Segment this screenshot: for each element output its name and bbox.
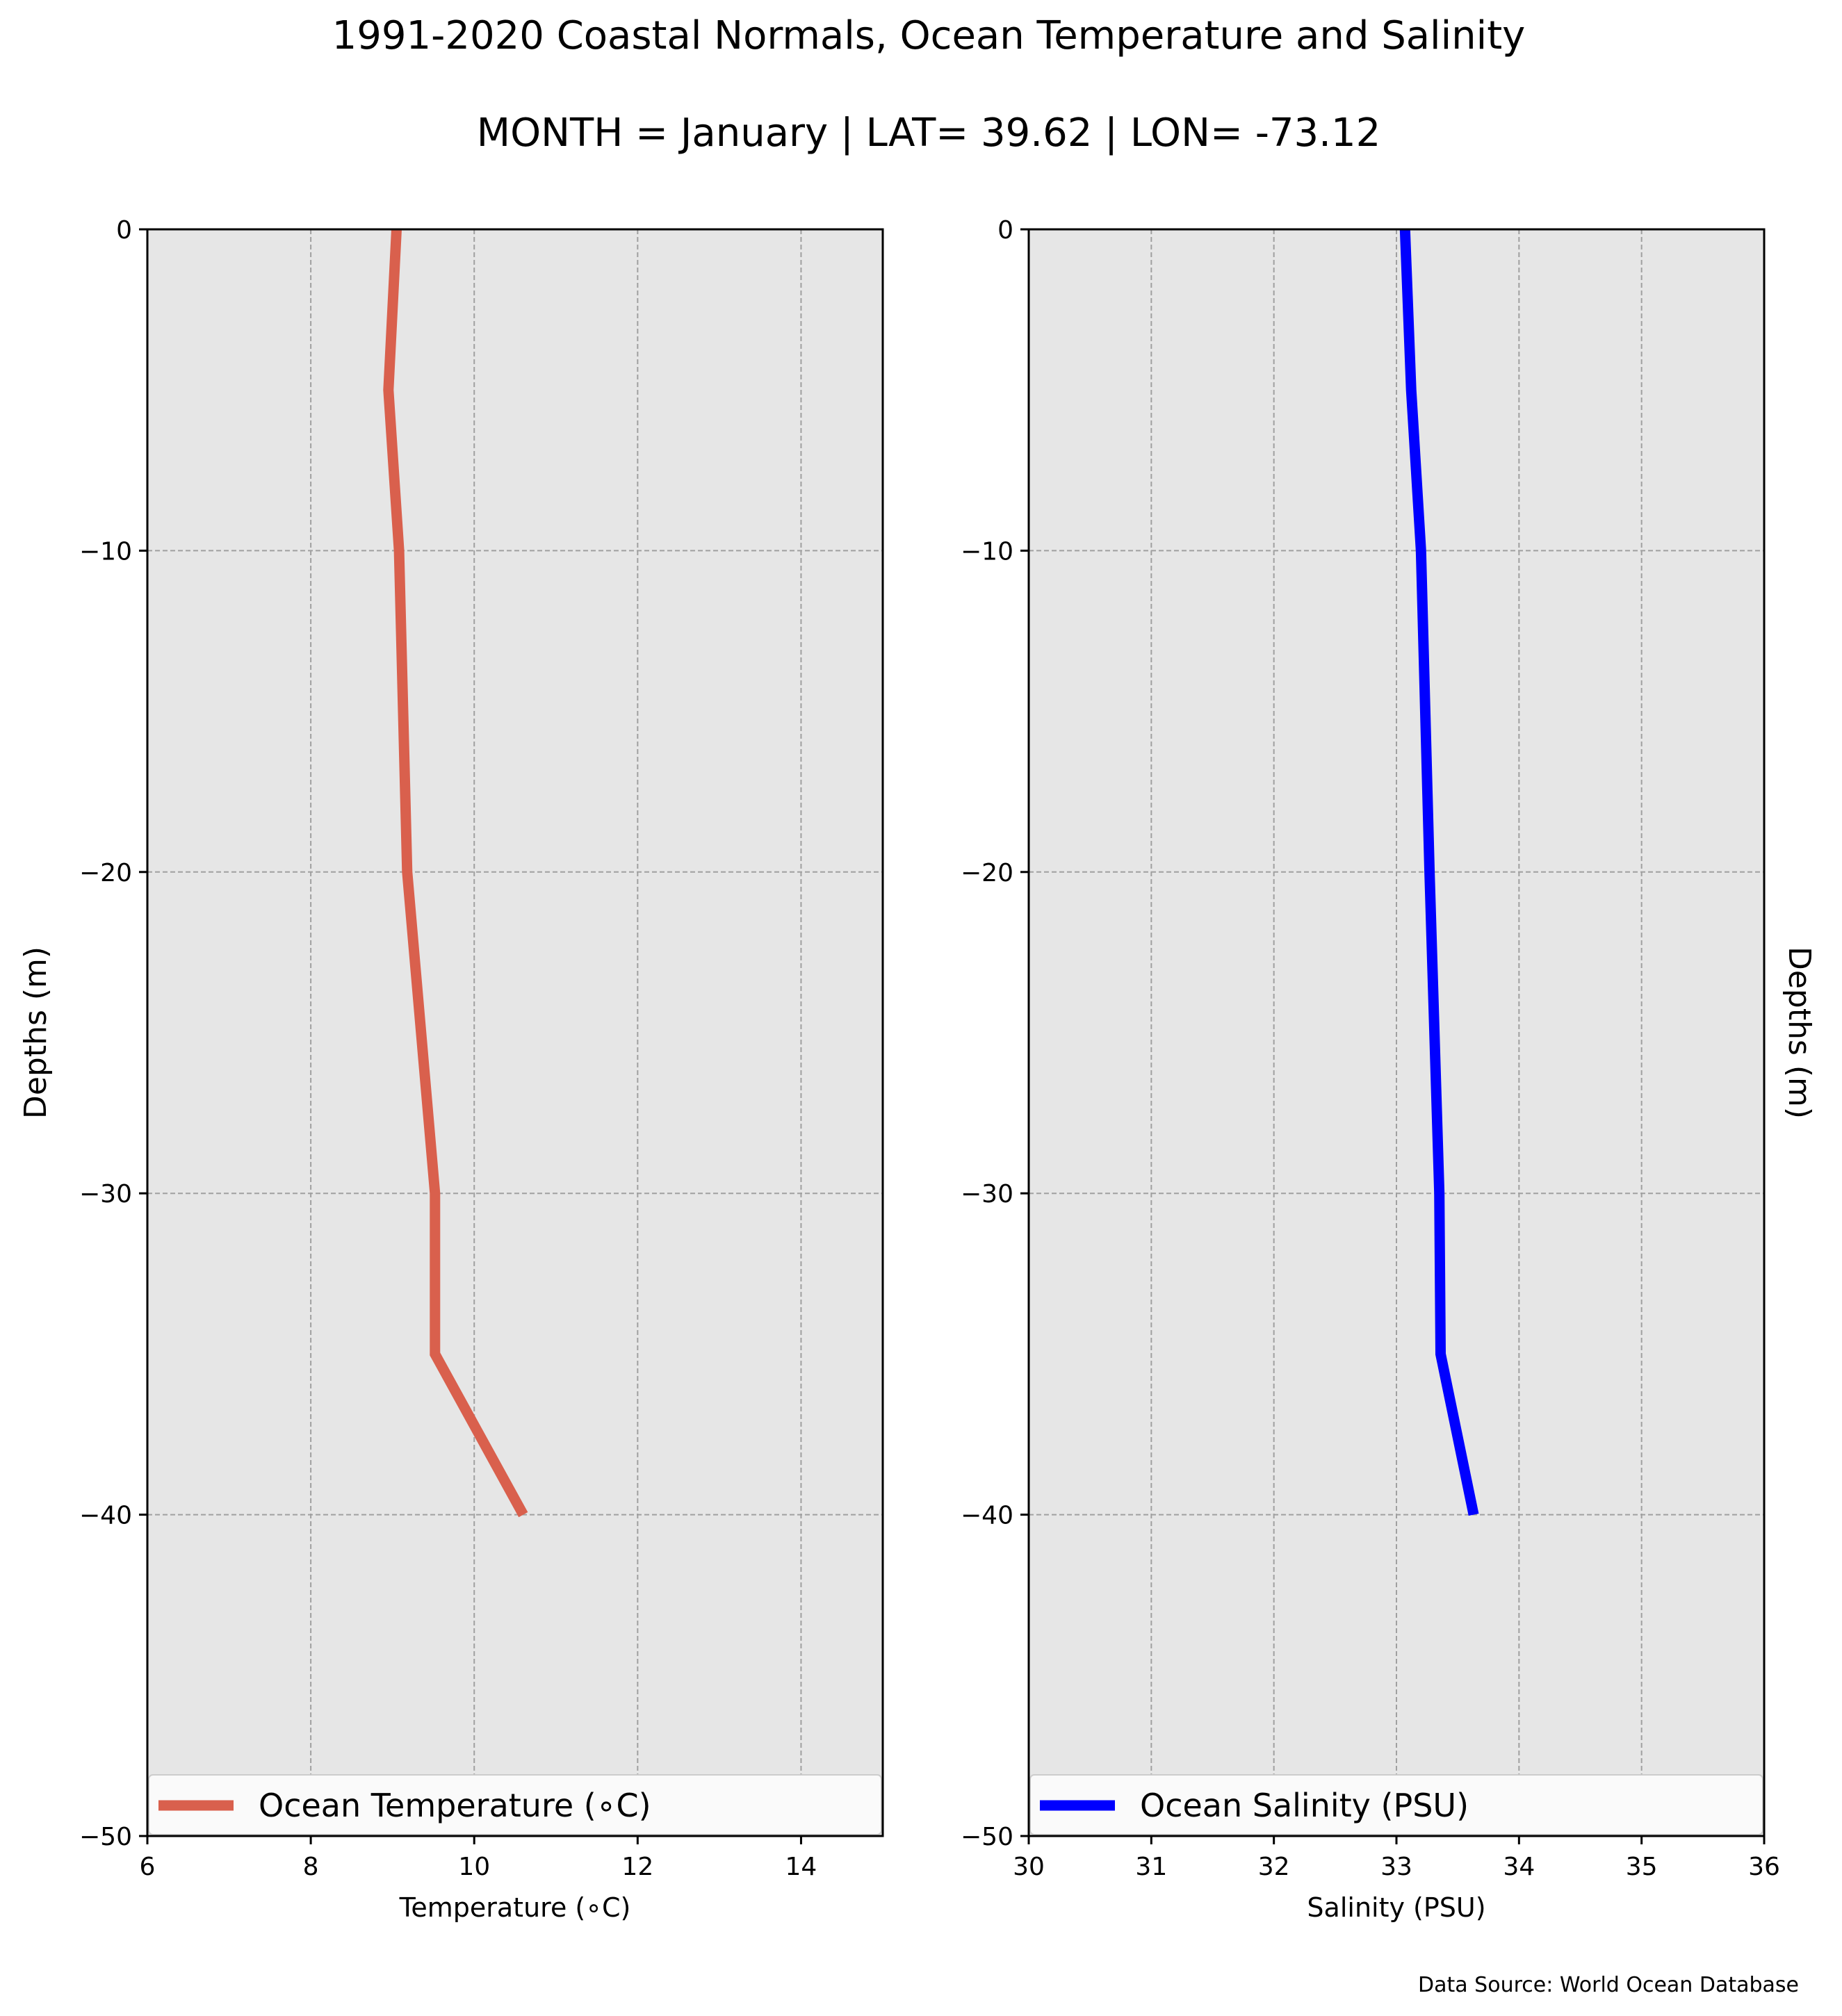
y-tick-label: −20 bbox=[79, 859, 132, 887]
x-axis-label: Temperature (∘C) bbox=[399, 1892, 631, 1923]
x-tick-label: 8 bbox=[303, 1853, 319, 1881]
legend: Ocean Salinity (PSU) bbox=[1029, 1774, 1763, 1835]
y-tick-label: 0 bbox=[997, 216, 1013, 245]
x-tick-label: 35 bbox=[1626, 1853, 1658, 1881]
y-tick-label: −30 bbox=[79, 1180, 132, 1208]
axes-frame bbox=[146, 228, 884, 1837]
legend-label: Ocean Salinity (PSU) bbox=[1140, 1787, 1469, 1824]
legend-box bbox=[148, 1774, 882, 1835]
legend-label: Ocean Temperature (∘C) bbox=[259, 1787, 651, 1824]
y-tick-label: 0 bbox=[116, 216, 132, 245]
legend-box bbox=[1029, 1774, 1763, 1835]
figure-title: 1991-2020 Coastal Normals, Ocean Tempera… bbox=[332, 13, 1526, 58]
x-tick-label: 30 bbox=[1013, 1853, 1045, 1881]
series-line-temperature bbox=[383, 229, 528, 1518]
y-tick-label: −10 bbox=[79, 537, 132, 566]
y-tick-label: −50 bbox=[79, 1823, 132, 1851]
salinity-panel: Ocean Salinity (PSU) 30 31 32 33 34 35 36 0 −10 −2… bbox=[961, 216, 1817, 1923]
temperature-panel: Ocean Temperature (∘C) 6 8 10 12 14 0 −10 −20 −30… bbox=[18, 216, 884, 1923]
x-tick-label: 31 bbox=[1135, 1853, 1167, 1881]
series-line-salinity bbox=[1399, 229, 1479, 1516]
x-tick-label: 14 bbox=[785, 1853, 817, 1881]
y-tick-label: −40 bbox=[79, 1502, 132, 1530]
figure-subtitle: MONTH = January | LAT= 39.62 | LON= -73.… bbox=[477, 110, 1380, 156]
y-tick-label: −20 bbox=[961, 859, 1013, 887]
data-source-note: Data Source: World Ocean Database bbox=[1418, 1973, 1799, 1997]
x-tick-label: 12 bbox=[621, 1853, 653, 1881]
x-tick-label: 32 bbox=[1258, 1853, 1290, 1881]
x-tick-label: 34 bbox=[1503, 1853, 1535, 1881]
y-tick-label: −30 bbox=[961, 1180, 1013, 1208]
x-axis-label: Salinity (PSU) bbox=[1307, 1892, 1485, 1923]
plot-background bbox=[147, 229, 883, 1836]
y-axis-label: Depths (m) bbox=[1782, 946, 1817, 1119]
x-tick-label: 10 bbox=[458, 1853, 490, 1881]
x-tick-label: 6 bbox=[140, 1853, 156, 1881]
x-tick-label: 36 bbox=[1748, 1853, 1780, 1881]
x-tick-label: 33 bbox=[1380, 1853, 1412, 1881]
y-tick-label: −40 bbox=[961, 1502, 1013, 1530]
legend: Ocean Temperature (∘C) bbox=[148, 1774, 882, 1835]
y-axis-label: Depths (m) bbox=[18, 946, 54, 1119]
y-tick-label: −50 bbox=[961, 1823, 1013, 1851]
y-tick-label: −10 bbox=[961, 537, 1013, 566]
